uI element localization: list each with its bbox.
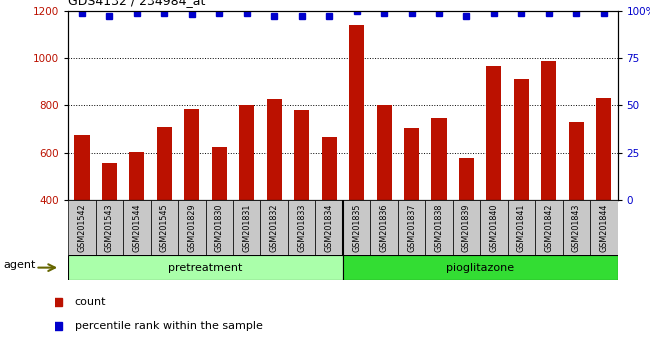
Text: GSM201543: GSM201543 — [105, 203, 114, 252]
Text: GSM201841: GSM201841 — [517, 203, 526, 252]
Bar — [294, 110, 309, 295]
Bar — [535, 200, 562, 255]
Bar — [343, 200, 370, 255]
Text: GSM201843: GSM201843 — [572, 203, 581, 252]
Bar — [596, 98, 611, 295]
Text: count: count — [75, 297, 106, 308]
Bar — [212, 147, 227, 295]
Bar — [233, 200, 261, 255]
Bar — [370, 200, 398, 255]
Text: GSM201542: GSM201542 — [77, 203, 86, 252]
Bar — [288, 200, 315, 255]
Text: GSM201844: GSM201844 — [599, 203, 608, 252]
Text: GSM201834: GSM201834 — [324, 203, 333, 252]
Bar — [75, 135, 90, 295]
Text: GSM201836: GSM201836 — [380, 203, 389, 252]
Bar — [205, 200, 233, 255]
Bar — [508, 200, 535, 255]
Text: pretreatment: pretreatment — [168, 263, 242, 273]
Text: GSM201839: GSM201839 — [462, 203, 471, 252]
Bar — [157, 127, 172, 295]
Bar — [569, 122, 584, 295]
Bar — [102, 162, 117, 295]
Bar — [266, 99, 281, 295]
Bar — [452, 200, 480, 255]
Bar — [322, 137, 337, 295]
Text: GDS4132 / 234984_at: GDS4132 / 234984_at — [68, 0, 205, 7]
Bar — [178, 200, 205, 255]
Bar — [343, 255, 618, 280]
Bar — [541, 61, 556, 295]
Text: GSM201842: GSM201842 — [544, 203, 553, 252]
Bar — [563, 200, 590, 255]
Text: GSM201835: GSM201835 — [352, 203, 361, 252]
Bar — [459, 158, 474, 295]
Text: GSM201840: GSM201840 — [489, 203, 499, 252]
Bar — [432, 118, 447, 295]
Bar — [514, 79, 529, 295]
Text: GSM201838: GSM201838 — [434, 203, 443, 252]
Bar — [425, 200, 452, 255]
Bar — [185, 109, 200, 295]
Text: percentile rank within the sample: percentile rank within the sample — [75, 320, 263, 331]
Bar — [151, 200, 178, 255]
Text: GSM201830: GSM201830 — [214, 203, 224, 252]
Bar — [480, 200, 508, 255]
Text: GSM201545: GSM201545 — [160, 203, 169, 252]
Bar — [349, 25, 364, 295]
Bar — [239, 104, 254, 295]
Bar — [590, 200, 618, 255]
Bar — [96, 200, 124, 255]
Text: GSM201832: GSM201832 — [270, 203, 279, 252]
Bar — [404, 128, 419, 295]
Text: GSM201829: GSM201829 — [187, 203, 196, 252]
Text: GSM201544: GSM201544 — [133, 203, 142, 252]
Text: GSM201831: GSM201831 — [242, 203, 252, 252]
Bar — [124, 200, 151, 255]
Text: agent: agent — [3, 260, 36, 270]
Bar — [68, 200, 96, 255]
Bar — [315, 200, 343, 255]
Text: pioglitazone: pioglitazone — [446, 263, 514, 273]
Bar — [486, 66, 501, 295]
Text: GSM201837: GSM201837 — [407, 203, 416, 252]
Text: GSM201833: GSM201833 — [297, 203, 306, 252]
Bar — [261, 200, 288, 255]
Bar — [376, 105, 391, 295]
Bar — [129, 152, 144, 295]
Bar — [68, 255, 343, 280]
Bar — [398, 200, 425, 255]
